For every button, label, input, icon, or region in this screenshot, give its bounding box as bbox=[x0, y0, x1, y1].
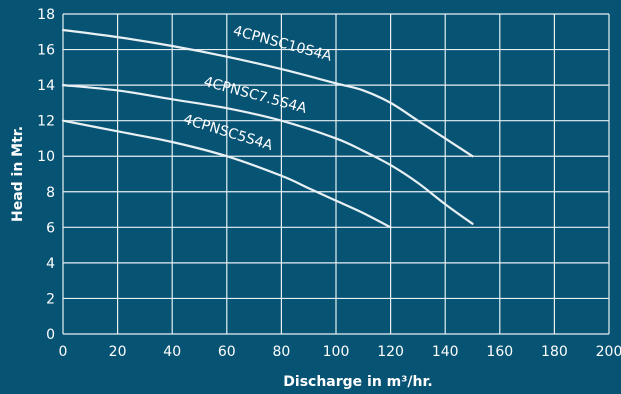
x-tick-label-1: 20 bbox=[109, 344, 127, 360]
grid bbox=[62, 13, 610, 335]
x-tick-label-8: 160 bbox=[486, 344, 513, 360]
curves bbox=[61, 28, 474, 229]
x-tick-label-3: 60 bbox=[218, 344, 236, 360]
curve-series-0 bbox=[61, 28, 474, 158]
curve-series-2 bbox=[61, 119, 392, 229]
x-tick-labels: 0 20 40 60 80 100 120 140 160 180 200 bbox=[59, 344, 621, 360]
x-tick-label-9: 180 bbox=[541, 344, 568, 360]
y-tick-label-8: 16 bbox=[37, 43, 55, 59]
y-tick-labels: 0 2 4 6 8 10 12 14 16 18 bbox=[37, 7, 55, 343]
x-tick-label-5: 100 bbox=[323, 344, 350, 360]
curve-label-1: 4CPNSC7.5S4A bbox=[202, 74, 309, 117]
y-tick-label-0: 0 bbox=[46, 327, 55, 343]
x-tick-label-10: 200 bbox=[596, 344, 621, 360]
y-tick-label-1: 2 bbox=[46, 291, 55, 307]
y-tick-label-6: 12 bbox=[37, 114, 55, 130]
y-tick-label-2: 4 bbox=[46, 256, 55, 272]
y-tick-label-5: 10 bbox=[37, 149, 55, 165]
x-tick-label-0: 0 bbox=[59, 344, 68, 360]
x-tick-label-6: 120 bbox=[377, 344, 404, 360]
y-tick-label-9: 18 bbox=[37, 7, 55, 23]
x-tick-label-2: 40 bbox=[163, 344, 181, 360]
x-axis-title: Discharge in m³/hr. bbox=[283, 374, 432, 390]
x-tick-label-4: 80 bbox=[272, 344, 290, 360]
y-tick-label-7: 14 bbox=[37, 78, 55, 94]
y-tick-label-4: 8 bbox=[46, 185, 55, 201]
curve-label-0: 4CPNSC10S4A bbox=[231, 23, 334, 65]
x-tick-label-7: 140 bbox=[432, 344, 459, 360]
y-tick-label-3: 6 bbox=[46, 220, 55, 236]
curve-series-1 bbox=[61, 84, 474, 225]
y-axis-title: Head in Mtr. bbox=[10, 126, 26, 222]
